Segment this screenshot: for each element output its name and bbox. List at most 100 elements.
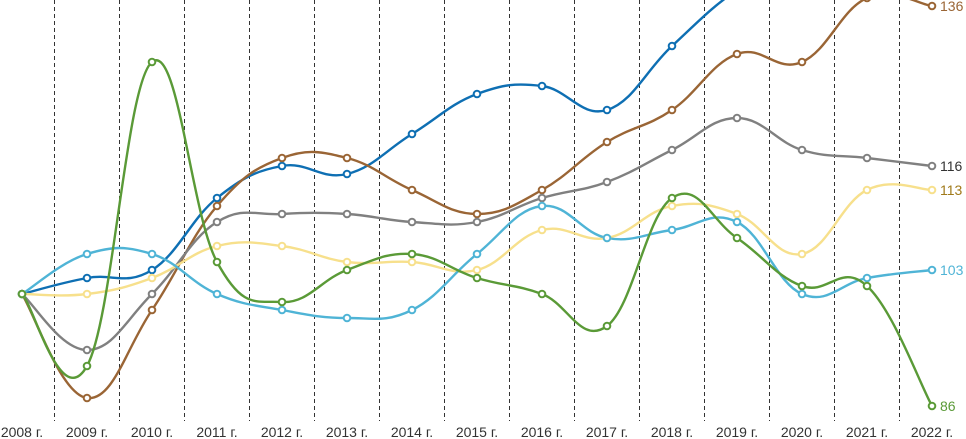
- x-tick-label: 2010 г.: [131, 424, 173, 439]
- data-point: [602, 177, 612, 187]
- x-tick-label: 2018 г.: [651, 424, 693, 439]
- series-lines: [20, 0, 934, 408]
- data-point: [277, 241, 287, 251]
- data-point: [82, 273, 92, 283]
- data-point: [927, 265, 937, 275]
- x-tick-label: 2019 г.: [716, 424, 758, 439]
- x-tick-label: 2013 г.: [326, 424, 368, 439]
- series-end-labels: 14313611611310386: [940, 0, 964, 414]
- data-point: [472, 273, 482, 283]
- data-point: [797, 249, 807, 259]
- data-point: [537, 225, 547, 235]
- data-point: [732, 217, 742, 227]
- data-point: [147, 289, 157, 299]
- x-tick-label: 2017 г.: [586, 424, 628, 439]
- data-point: [342, 209, 352, 219]
- data-point: [537, 289, 547, 299]
- data-point: [212, 193, 222, 203]
- data-point: [212, 217, 222, 227]
- x-axis-tick-labels: 2008 г. 2009 г. 2010 г. 2011 г. 2012 г. 2013 …: [1, 424, 953, 439]
- data-point: [407, 129, 417, 139]
- data-point: [732, 113, 742, 123]
- data-point: [407, 185, 417, 195]
- data-point: [537, 185, 547, 195]
- series-line-5: [20, 59, 934, 408]
- data-point: [277, 305, 287, 315]
- data-point: [342, 265, 352, 275]
- data-point: [147, 265, 157, 275]
- data-point: [797, 145, 807, 155]
- data-point: [862, 273, 872, 283]
- data-point: [862, 185, 872, 195]
- data-point: [407, 257, 417, 267]
- x-tick-label: 2011 г.: [196, 424, 237, 439]
- x-tick-label: 2016 г.: [521, 424, 563, 439]
- series-end-label: 86: [940, 398, 956, 414]
- data-point: [927, 1, 937, 11]
- data-point: [342, 153, 352, 163]
- data-point: [927, 401, 937, 411]
- data-point: [277, 209, 287, 219]
- data-point: [472, 217, 482, 227]
- x-tick-label: 2008 г.: [1, 424, 43, 439]
- data-point: [537, 201, 547, 211]
- data-point: [472, 249, 482, 259]
- data-point: [472, 209, 482, 219]
- series-end-label: 116: [940, 158, 963, 174]
- data-point: [82, 289, 92, 299]
- data-point: [277, 297, 287, 307]
- data-point: [862, 153, 872, 163]
- data-point: [212, 241, 222, 251]
- series-end-label: 103: [940, 262, 964, 278]
- x-tick-label: 2021 г.: [846, 424, 888, 439]
- x-tick-label: 2015 г.: [456, 424, 498, 439]
- x-tick-label: 2012 г.: [261, 424, 303, 439]
- series-points: [17, 0, 937, 411]
- data-point: [82, 361, 92, 371]
- data-point: [667, 105, 677, 115]
- data-point: [212, 201, 222, 211]
- data-point: [17, 289, 27, 299]
- data-point: [407, 249, 417, 259]
- gridlines: [54, 0, 900, 421]
- data-point: [602, 233, 612, 243]
- x-tick-label: 2009 г.: [66, 424, 108, 439]
- data-point: [797, 57, 807, 67]
- x-tick-label: 2014 г.: [391, 424, 433, 439]
- data-point: [147, 273, 157, 283]
- data-point: [927, 185, 937, 195]
- data-point: [862, 281, 872, 291]
- data-point: [927, 161, 937, 171]
- data-point: [472, 89, 482, 99]
- data-point: [212, 257, 222, 267]
- data-point: [407, 217, 417, 227]
- data-point: [82, 249, 92, 259]
- data-point: [797, 281, 807, 291]
- data-point: [277, 153, 287, 163]
- data-point: [797, 289, 807, 299]
- data-point: [602, 137, 612, 147]
- data-point: [82, 393, 92, 403]
- data-point: [667, 201, 677, 211]
- data-point: [147, 249, 157, 259]
- x-tick-label: 2022 г.: [911, 424, 953, 439]
- data-point: [732, 233, 742, 243]
- data-point: [602, 321, 612, 331]
- data-point: [602, 105, 612, 115]
- data-point: [407, 305, 417, 315]
- data-point: [212, 289, 222, 299]
- data-point: [863, 0, 871, 3]
- x-tick-label: 2020 г.: [781, 424, 823, 439]
- data-point: [667, 145, 677, 155]
- data-point: [537, 81, 547, 91]
- data-point: [147, 305, 157, 315]
- data-point: [667, 41, 677, 51]
- data-point: [537, 193, 547, 203]
- data-point: [732, 209, 742, 219]
- data-point: [342, 169, 352, 179]
- data-point: [82, 345, 92, 355]
- series-end-label: 136: [940, 0, 964, 14]
- data-point: [342, 257, 352, 267]
- data-point: [472, 265, 482, 275]
